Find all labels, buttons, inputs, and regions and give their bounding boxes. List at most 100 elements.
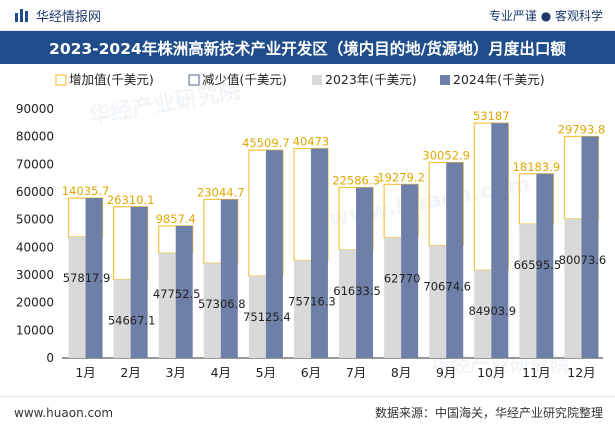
- month-group: 14035.7 57817.9: [62, 184, 111, 358]
- y-tick-label: 80000: [16, 130, 54, 144]
- legend-label-1: 增加值(千美元): [69, 72, 154, 87]
- increase-value-label: 40473: [293, 135, 330, 149]
- x-tick-label: 2月: [120, 365, 140, 380]
- bar-2023: [203, 263, 221, 358]
- bar-2024: [220, 199, 238, 358]
- y-axis: 0 10000 20000 30000 40000 50000 60000 70000 8000…: [16, 102, 603, 365]
- y-tick-label: 10000: [16, 323, 54, 337]
- y-tick-label: 50000: [16, 213, 54, 227]
- legend-swatch-3: [312, 75, 322, 85]
- increase-value-label: 19279.2: [377, 170, 425, 184]
- value-2024-label: 70674.6: [423, 280, 471, 294]
- increase-value-label: 45509.7: [242, 136, 290, 150]
- bar-2023: [384, 237, 402, 358]
- bar-2023: [293, 260, 311, 358]
- increase-value-label: 30052.9: [422, 148, 470, 162]
- value-2024-label: 54667.1: [108, 314, 156, 328]
- bar-2024: [310, 148, 328, 358]
- y-tick-label: 30000: [16, 268, 54, 282]
- bar-2024: [401, 184, 419, 358]
- bar-chart-logo-icon: [15, 9, 28, 22]
- bars: 14035.7 57817.9 26310.1 54667.1 9857.4 47752.…: [62, 109, 606, 358]
- legend-label-2: 减少值(千美元): [202, 72, 287, 87]
- bar-2023: [564, 218, 582, 358]
- bar-2024: [581, 136, 599, 358]
- y-tick-label: 60000: [16, 185, 54, 199]
- month-group: 53187 84903.9: [469, 109, 516, 358]
- value-2024-label: 61633.5: [333, 284, 381, 298]
- month-group: 22586.3 61633.5: [332, 173, 381, 358]
- month-group: 23044.7 57306.8: [197, 185, 246, 358]
- increase-value-label: 53187: [473, 109, 510, 123]
- increase-value-label: 23044.7: [197, 185, 245, 199]
- bar-2023: [519, 224, 537, 358]
- legend-label-4: 2024年(千美元): [453, 72, 545, 87]
- footer-source: 数据来源：中国海关，华经产业研究院整理: [374, 406, 603, 420]
- x-tick-label: 10月: [477, 365, 505, 380]
- value-2024-label: 57306.8: [198, 297, 246, 311]
- x-tick-label: 6月: [301, 365, 321, 380]
- value-2024-label: 66595.5: [514, 258, 562, 272]
- bar-2024: [491, 123, 509, 358]
- brand-name: 华经情报网: [36, 9, 102, 25]
- value-2024-label: 80073.6: [559, 253, 607, 267]
- bar-chart: 增加值(千美元) 减少值(千美元) 2023年(千美元) 2024年(千美元) 华经产…: [16, 72, 606, 380]
- month-group: 45509.7 75125.4: [242, 136, 291, 358]
- month-group: 26310.1 54667.1: [107, 193, 156, 358]
- y-tick-label: 20000: [16, 296, 54, 310]
- legend-item-1: 增加值(千美元): [55, 72, 154, 87]
- increase-value-label: 18183.9: [513, 160, 561, 174]
- x-tick-label: 9月: [436, 365, 456, 380]
- x-tick-label: 11月: [522, 365, 550, 380]
- legend-item-4: 2024年(千美元): [440, 72, 545, 87]
- bar-2023: [113, 279, 131, 358]
- x-tick-label: 4月: [211, 365, 231, 380]
- increase-value-label: 29793.8: [558, 122, 606, 136]
- value-2024-label: 47752.5: [153, 287, 201, 301]
- value-2024-label: 75125.4: [243, 310, 291, 324]
- x-tick-label: 5月: [256, 365, 276, 380]
- tagline: 专业严谨 ● 客观科学: [488, 8, 603, 23]
- y-tick-label: 90000: [16, 102, 54, 116]
- bar-2024: [85, 198, 103, 358]
- bar-2024: [130, 206, 148, 358]
- bar-2024: [175, 225, 193, 358]
- x-tick-label: 12月: [567, 365, 595, 380]
- month-group: 18183.9 66595.5: [513, 160, 562, 358]
- increase-value-label: 9857.4: [156, 212, 196, 226]
- month-group: 19279.2 62770: [377, 170, 425, 358]
- bar-2023: [158, 253, 176, 358]
- value-2024-label: 57817.9: [63, 271, 111, 285]
- x-tick-label: 3月: [165, 365, 185, 380]
- bar-2024: [446, 162, 464, 358]
- x-tick-label: 8月: [391, 365, 411, 380]
- value-2024-label: 62770: [384, 272, 421, 286]
- legend-swatch-1: [55, 74, 67, 86]
- y-tick-label: 0: [46, 351, 54, 365]
- bar-2023: [474, 270, 492, 358]
- y-tick-label: 40000: [16, 240, 54, 254]
- x-tick-label: 7月: [346, 365, 366, 380]
- bar-2024: [536, 173, 554, 358]
- bar-2024: [265, 150, 283, 358]
- month-group: 29793.8 80073.6: [558, 122, 607, 358]
- bar-2023: [68, 236, 86, 358]
- top-bar: 华经情报网 专业严谨 ● 客观科学: [0, 0, 615, 31]
- page-title: 2023-2024年株洲高新技术产业开发区（境内目的地/货源地）月度出口额: [0, 31, 615, 64]
- month-group: 40473 75716.3: [288, 135, 336, 358]
- x-axis: 1月 2月 3月 4月 5月 6月 7月 8月 9月 10月 11月 12月: [75, 365, 595, 380]
- increase-value-label: 14035.7: [62, 184, 110, 198]
- footer: www.huaon.com 数据来源：中国海关，华经产业研究院整理: [0, 396, 615, 428]
- bar-2023: [339, 249, 357, 358]
- bar-2023: [248, 276, 266, 358]
- bar-2023: [429, 245, 447, 358]
- increase-value-label: 26310.1: [107, 193, 155, 207]
- x-tick-label: 1月: [75, 365, 95, 380]
- legend-item-3: 2023年(千美元): [312, 72, 417, 87]
- legend: 增加值(千美元) 减少值(千美元) 2023年(千美元) 2024年(千美元): [55, 72, 545, 87]
- y-tick-label: 70000: [16, 157, 54, 171]
- legend-swatch-2: [188, 74, 200, 86]
- legend-item-2: 减少值(千美元): [188, 72, 287, 87]
- increase-value-label: 22586.3: [332, 173, 380, 187]
- legend-label-3: 2023年(千美元): [325, 72, 417, 87]
